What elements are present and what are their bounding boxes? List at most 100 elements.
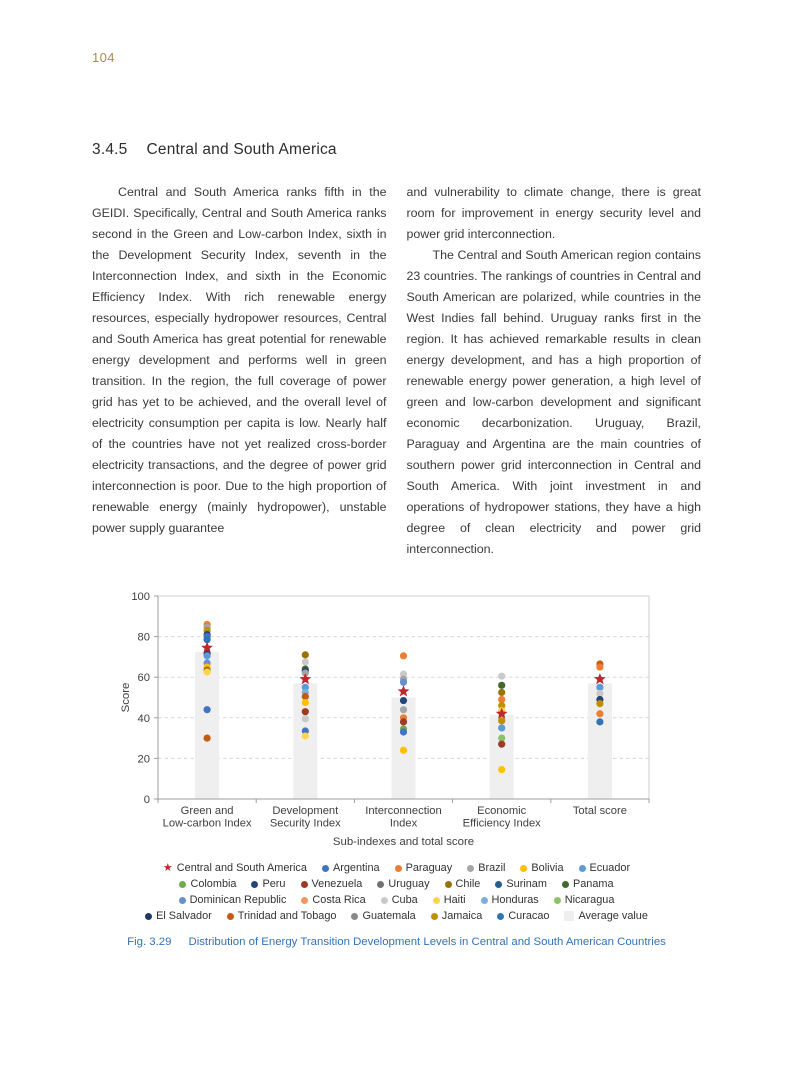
legend-label: Curacao	[508, 910, 550, 922]
x-category-label: Interconnection	[365, 805, 442, 817]
data-point	[399, 696, 407, 705]
legend-item: Argentina	[321, 862, 380, 874]
legend-label: Central and South America	[176, 862, 307, 874]
legend-label: Uruguay	[388, 878, 430, 890]
data-point	[497, 724, 505, 732]
legend-item: Nicaragua	[553, 894, 615, 906]
x-category-label: Economic	[477, 805, 527, 817]
legend-label: Costa Rica	[312, 894, 366, 906]
data-point	[301, 683, 309, 691]
highlight-star	[200, 641, 213, 653]
text-column-left: Central and South America ranks fifth in…	[92, 182, 387, 560]
circle-marker-icon	[178, 896, 186, 904]
circle-marker-icon	[300, 880, 308, 888]
legend-row: El Salvador Trinidad and Tobago Guatemala J…	[117, 910, 677, 922]
legend-label: Dominican Republic	[189, 894, 287, 906]
text-column-right: and vulnerability to climate change, the…	[407, 182, 702, 560]
legend-label: Panama	[572, 878, 614, 890]
data-point	[301, 727, 309, 735]
data-point	[301, 708, 309, 716]
star-marker-icon: ★	[162, 862, 173, 874]
legend-label: Argentina	[332, 862, 380, 874]
legend-item: Trinidad and Tobago	[226, 910, 337, 922]
square-marker-icon	[564, 911, 575, 921]
y-tick-label: 100	[131, 591, 150, 603]
x-category-label: Total score	[572, 805, 626, 817]
data-point	[301, 715, 309, 723]
legend-label: Venezuela	[311, 878, 363, 890]
legend-label: Haiti	[443, 894, 466, 906]
circle-marker-icon	[226, 912, 234, 920]
legend-item: Ecuador	[578, 862, 630, 874]
circle-marker-icon	[578, 864, 586, 872]
legend-row: Colombia Peru Venezuela Uruguay Chile Surinam…	[117, 878, 677, 890]
circle-marker-icon	[430, 912, 438, 920]
data-point	[399, 728, 407, 736]
legend-item: El Salvador	[145, 910, 212, 922]
section-heading: 3.4.5 Central and South America	[92, 141, 701, 159]
legend-label: Nicaragua	[564, 894, 615, 906]
x-category-label: Efficiency Index	[462, 818, 541, 830]
circle-marker-icon	[351, 912, 359, 920]
x-axis-title: Sub-indexes and total score	[332, 836, 473, 848]
x-category-label: Development	[272, 805, 339, 817]
legend-row: Dominican Republic Costa Rica Cuba Haiti Hon…	[117, 894, 677, 906]
circle-marker-icon	[432, 896, 440, 904]
data-point	[497, 672, 505, 680]
data-point	[497, 765, 505, 774]
legend-item: ★ Central and South America	[163, 862, 307, 874]
data-point	[399, 670, 407, 678]
legend-item: Dominican Republic	[178, 894, 287, 906]
data-point	[497, 734, 505, 742]
data-point	[301, 698, 309, 707]
y-tick-label: 0	[143, 794, 149, 806]
circle-marker-icon	[497, 912, 505, 920]
legend-label: Chile	[455, 878, 481, 890]
data-point	[399, 706, 407, 714]
legend-label: Paraguay	[405, 862, 453, 874]
data-point	[399, 746, 407, 754]
x-category-label: Low-carbon Index	[162, 818, 251, 830]
figure-block: 0 20 40 60 80 100 Green and Low-carbon Index Dev…	[117, 586, 677, 922]
data-point	[301, 732, 309, 740]
data-point	[203, 734, 211, 742]
legend-item: Peru	[251, 878, 286, 890]
circle-marker-icon	[321, 864, 329, 872]
legend-item: Guatemala	[351, 910, 416, 922]
data-point	[203, 668, 211, 676]
legend-item: Cuba	[380, 894, 418, 906]
circle-marker-icon	[145, 912, 153, 920]
data-point	[497, 695, 505, 704]
data-point	[301, 658, 309, 666]
body-text-columns: Central and South America ranks fifth in…	[92, 182, 701, 560]
legend-item: Chile	[444, 878, 481, 890]
legend-item: Colombia	[179, 878, 236, 890]
legend-label: Average value	[578, 910, 648, 922]
circle-marker-icon	[377, 880, 385, 888]
legend-item: Costa Rica	[301, 894, 366, 906]
data-point	[595, 699, 603, 708]
average-bar	[194, 651, 219, 799]
legend-item: Venezuela	[300, 878, 363, 890]
legend-label: Honduras	[491, 894, 539, 906]
data-point	[595, 718, 603, 726]
data-point	[399, 718, 407, 726]
circle-marker-icon	[394, 864, 402, 872]
data-point	[497, 702, 505, 710]
data-point	[595, 683, 603, 691]
legend-label: Bolivia	[531, 862, 564, 874]
circle-marker-icon	[444, 880, 452, 888]
legend-label: Cuba	[391, 894, 418, 906]
legend-item: Panama	[561, 878, 614, 890]
circle-marker-icon	[467, 864, 475, 872]
caption-text: Distribution of Energy Transition Develo…	[188, 936, 666, 948]
data-point	[203, 706, 211, 714]
paragraph: Central and South America ranks fifth in…	[92, 185, 387, 535]
legend-label: Trinidad and Tobago	[237, 910, 337, 922]
data-point	[497, 688, 505, 697]
legend-label: El Salvador	[156, 910, 212, 922]
data-point	[399, 652, 407, 660]
data-point	[203, 652, 211, 660]
